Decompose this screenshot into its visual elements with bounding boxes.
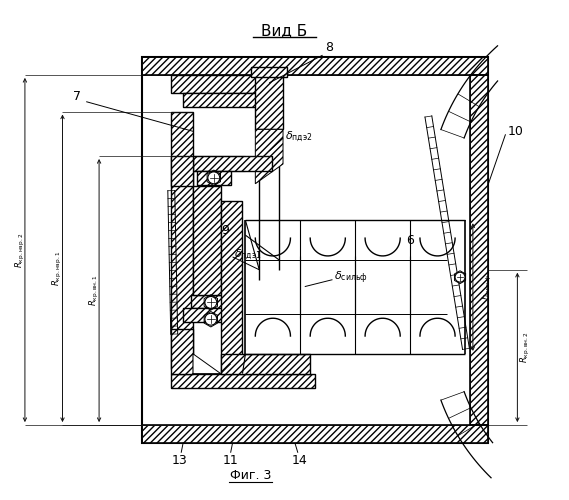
Polygon shape: [255, 130, 283, 184]
Bar: [171, 75, 280, 93]
Bar: [142, 57, 488, 75]
Bar: [221, 354, 310, 374]
Text: 6: 6: [406, 234, 414, 246]
Bar: [193, 156, 272, 171]
Text: 13: 13: [171, 454, 187, 467]
Text: $R_{\rm кр.вн.2}$: $R_{\rm кр.вн.2}$: [519, 332, 532, 363]
Bar: [191, 294, 230, 308]
Text: $R_{\rm кр.нар.2}$: $R_{\rm кр.нар.2}$: [14, 232, 27, 268]
Bar: [183, 93, 280, 106]
Text: 8: 8: [325, 41, 333, 54]
Bar: [193, 186, 221, 294]
Bar: [183, 93, 280, 106]
Bar: [171, 112, 193, 368]
Bar: [171, 329, 193, 374]
Text: 11: 11: [222, 454, 238, 467]
Bar: [470, 75, 488, 425]
Polygon shape: [193, 354, 221, 374]
Circle shape: [455, 272, 465, 282]
Bar: [221, 200, 242, 374]
Bar: [142, 425, 488, 443]
Text: 7: 7: [73, 90, 81, 103]
Bar: [142, 425, 488, 443]
Bar: [183, 308, 238, 322]
Text: 9: 9: [222, 224, 230, 236]
Bar: [251, 67, 287, 77]
Bar: [171, 329, 193, 374]
Text: Фиг. 3: Фиг. 3: [230, 469, 271, 482]
Text: $\delta_{\rm пдэ1}$: $\delta_{\rm пдэ1}$: [233, 248, 261, 262]
Text: $\delta_{\rm пдэ2}$: $\delta_{\rm пдэ2}$: [285, 129, 313, 144]
Text: 14: 14: [292, 454, 308, 467]
Bar: [183, 308, 238, 322]
Text: $\delta_{\rm сильф}$: $\delta_{\rm сильф}$: [335, 270, 368, 286]
Bar: [193, 186, 221, 294]
Circle shape: [208, 172, 220, 184]
Circle shape: [205, 296, 217, 308]
Bar: [142, 57, 488, 443]
Bar: [251, 67, 287, 77]
Bar: [171, 156, 193, 186]
Bar: [191, 294, 230, 308]
Bar: [171, 156, 193, 186]
Bar: [171, 75, 280, 93]
Bar: [221, 200, 242, 374]
Bar: [197, 171, 230, 184]
Bar: [255, 75, 283, 130]
Bar: [171, 374, 315, 388]
Text: $R_{\rm кр.вн.1}$: $R_{\rm кр.вн.1}$: [88, 275, 101, 306]
Bar: [171, 112, 193, 368]
Text: 10: 10: [508, 125, 523, 138]
Bar: [142, 57, 488, 75]
Text: $h_{\rm сильф}$: $h_{\rm сильф}$: [481, 274, 494, 300]
Bar: [193, 156, 272, 171]
Bar: [171, 374, 315, 388]
Bar: [197, 171, 230, 184]
Text: $R_{\rm кр.нар.1}$: $R_{\rm кр.нар.1}$: [51, 250, 64, 286]
Bar: [221, 354, 310, 374]
Bar: [470, 75, 488, 425]
Text: Вид Б: Вид Б: [261, 23, 308, 38]
Bar: [255, 75, 283, 130]
Circle shape: [205, 314, 217, 325]
